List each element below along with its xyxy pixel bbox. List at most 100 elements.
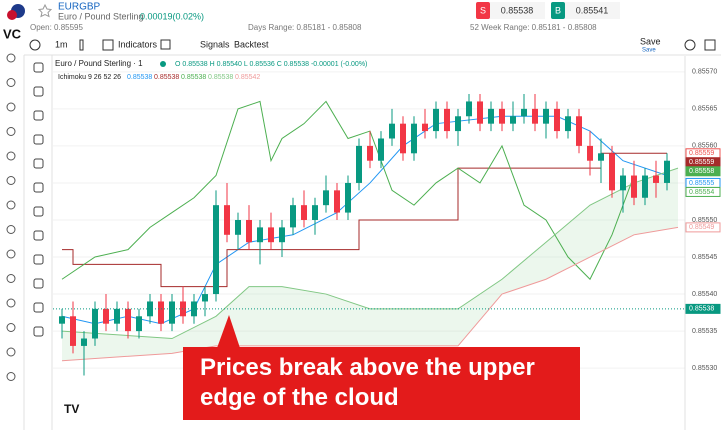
y-tick-label: 0.85565: [692, 106, 717, 113]
candle-body: [367, 145, 373, 161]
candle-body: [598, 153, 604, 161]
candle-body: [653, 175, 659, 183]
candle-body: [378, 138, 384, 161]
nav-icon[interactable]: [6, 298, 16, 308]
candle-body: [477, 101, 483, 124]
sell-price-box[interactable]: [490, 2, 545, 19]
sell-price: 0.85538: [501, 5, 534, 15]
tool-icon[interactable]: [33, 158, 44, 169]
tool-icon[interactable]: [33, 62, 44, 73]
candle-body: [631, 175, 637, 198]
candle-body: [92, 308, 98, 339]
legend-value: 0.85538: [181, 74, 206, 81]
candle-body: [455, 116, 461, 132]
candle-body: [213, 205, 219, 295]
candle-body: [389, 123, 395, 139]
tool-icon[interactable]: [33, 86, 44, 97]
legend-indicator: Ichimoku 9 26 52 26: [58, 74, 121, 81]
candle-body: [543, 108, 549, 124]
candle-body: [301, 205, 307, 220]
tool-icon[interactable]: [33, 254, 44, 265]
annotation-box: [183, 347, 580, 420]
layout-icon[interactable]: [160, 39, 171, 50]
tool-icon[interactable]: [33, 206, 44, 217]
candle-body: [521, 108, 527, 117]
price-badge-label: 0.85559: [689, 150, 714, 157]
nav-icon[interactable]: [6, 200, 16, 210]
candle-body: [411, 123, 417, 154]
price-badge: [685, 222, 721, 233]
nav-icon[interactable]: [6, 274, 16, 283]
tool-icon[interactable]: [33, 278, 44, 289]
nav-icon[interactable]: [6, 323, 16, 332]
annotation: Prices break above the upper edge of the …: [183, 315, 580, 420]
nav-icon[interactable]: [6, 127, 16, 136]
sell-button[interactable]: [476, 2, 490, 19]
nav-icon[interactable]: [6, 176, 16, 185]
candle-body: [345, 182, 351, 213]
buy-price: 0.85541: [576, 5, 609, 15]
candle-body: [59, 316, 65, 324]
nav-icon[interactable]: [6, 249, 16, 259]
symbol: EURGBP: [58, 2, 101, 13]
y-tick-label: 0.85545: [692, 254, 717, 261]
candle-body: [125, 308, 131, 332]
open: Open: 0.85595: [30, 23, 83, 32]
tool-icon[interactable]: [33, 110, 44, 121]
nav-icon[interactable]: [6, 78, 16, 87]
interval[interactable]: 1m: [55, 39, 68, 49]
y-tick-label: 0.85550: [692, 217, 717, 224]
flag: [7, 10, 17, 20]
star-icon[interactable]: [37, 3, 53, 18]
candle-body: [81, 338, 87, 346]
legend-value: 0.85542: [235, 74, 260, 81]
tool-icon[interactable]: [33, 230, 44, 241]
candle-body: [312, 205, 318, 220]
y-tick-label: 0.85570: [692, 69, 717, 76]
add-icon[interactable]: [29, 39, 41, 51]
candle-body: [620, 175, 626, 191]
candle-body: [664, 160, 670, 183]
price-badge-label: 0.85549: [689, 224, 714, 231]
candle-body: [169, 301, 175, 324]
candle-body: [202, 294, 208, 302]
tool-icon[interactable]: [33, 302, 44, 313]
nav-icon[interactable]: [6, 53, 16, 63]
indicators-icon: [102, 39, 114, 51]
signals[interactable]: Signals: [200, 39, 230, 49]
logo: VC: [3, 26, 22, 41]
settings-icon[interactable]: [684, 39, 696, 51]
tool-icon[interactable]: [33, 134, 44, 145]
buy-price-box[interactable]: [565, 2, 620, 19]
nav-icon[interactable]: [6, 102, 16, 112]
tool-icons: [6, 53, 44, 381]
days-range: Days Range: 0.85181 - 0.85808: [248, 23, 362, 32]
price-badge-label: 0.85558: [689, 168, 714, 175]
camera-icon[interactable]: [704, 39, 716, 51]
candle-body: [279, 227, 285, 243]
legend-title: Euro / Pound Sterling · 1: [55, 59, 143, 68]
candle-body: [158, 301, 164, 324]
tool-icon[interactable]: [33, 182, 44, 193]
tv-logo: TV: [64, 402, 79, 416]
candle-body: [433, 108, 439, 132]
backtest[interactable]: Backtest: [234, 39, 269, 49]
nav-icon[interactable]: [6, 225, 16, 234]
save[interactable]: Save: [640, 36, 661, 46]
nav-icon[interactable]: [6, 347, 16, 357]
tool-icon[interactable]: [33, 326, 44, 337]
nav-icon[interactable]: [6, 151, 16, 161]
candle-body: [565, 116, 571, 132]
indicators[interactable]: Indicators: [118, 39, 158, 49]
candle-body: [334, 190, 340, 213]
candle-body: [609, 153, 615, 191]
buy-button[interactable]: [551, 2, 565, 19]
price-badge-label: 0.85559: [689, 159, 714, 166]
candle-body: [400, 123, 406, 154]
nav-icon[interactable]: [6, 372, 16, 381]
y-tick-label: 0.85540: [692, 291, 717, 298]
candle-icon[interactable]: [79, 39, 84, 51]
indicator-line: [61, 100, 635, 281]
save-sub: Save: [642, 48, 656, 54]
